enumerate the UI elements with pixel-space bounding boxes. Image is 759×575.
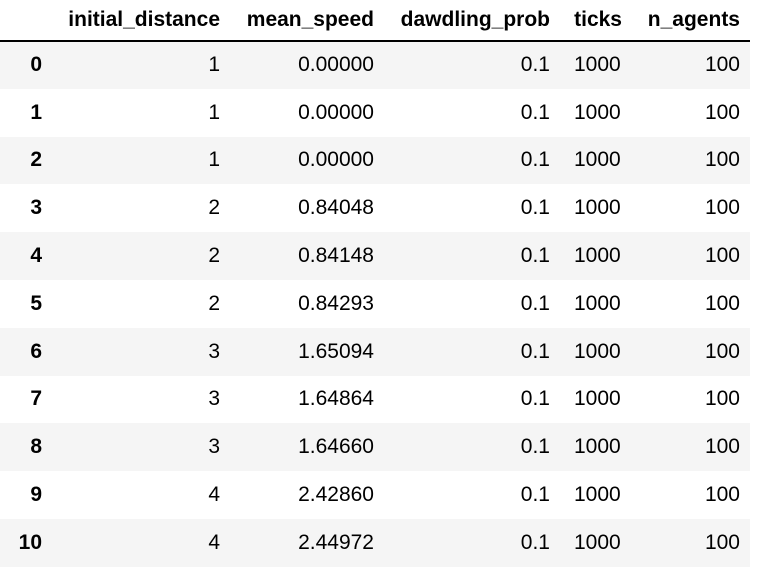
row-index: 1 bbox=[30, 100, 42, 124]
cell-initial-distance: 3 bbox=[208, 339, 220, 363]
header-initial-distance: initial_distance bbox=[56, 0, 230, 42]
cell-dawdling-prob: 0.1 bbox=[520, 148, 550, 172]
table-row: 5 2 0.84293 0.1 1000 100 bbox=[0, 280, 750, 328]
cell-dawdling-prob: 0.1 bbox=[520, 291, 550, 315]
cell-n-agents: 100 bbox=[704, 291, 740, 315]
cell-mean-speed: 0.00000 bbox=[298, 148, 374, 172]
row-index: 8 bbox=[30, 435, 42, 459]
header-n-agents: n_agents bbox=[632, 0, 750, 42]
cell-n-agents: 100 bbox=[704, 100, 740, 124]
cell-mean-speed: 2.42860 bbox=[298, 483, 374, 507]
table-row: 3 2 0.84048 0.1 1000 100 bbox=[0, 184, 750, 232]
cell-dawdling-prob: 0.1 bbox=[520, 196, 550, 220]
cell-mean-speed: 2.44972 bbox=[298, 530, 374, 554]
cell-dawdling-prob: 0.1 bbox=[520, 244, 550, 268]
row-index: 9 bbox=[30, 483, 42, 507]
cell-dawdling-prob: 0.1 bbox=[520, 435, 550, 459]
table-row: 6 3 1.65094 0.1 1000 100 bbox=[0, 327, 750, 376]
cell-dawdling-prob: 0.1 bbox=[520, 483, 550, 507]
cell-ticks: 1000 bbox=[574, 53, 621, 77]
table-row: 8 3 1.64660 0.1 1000 100 bbox=[0, 423, 750, 472]
cell-n-agents: 100 bbox=[704, 196, 740, 220]
dataframe-table: initial_distance mean_speed dawdling_pro… bbox=[0, 0, 750, 567]
cell-mean-speed: 0.84148 bbox=[298, 244, 374, 268]
row-index: 2 bbox=[30, 148, 42, 172]
cell-mean-speed: 0.00000 bbox=[298, 53, 374, 77]
cell-initial-distance: 1 bbox=[208, 148, 220, 172]
header-dawdling-prob: dawdling_prob bbox=[384, 0, 560, 42]
header-mean-speed: mean_speed bbox=[230, 0, 384, 42]
table-row: 0 1 0.00000 0.1 1000 100 bbox=[0, 41, 750, 89]
cell-dawdling-prob: 0.1 bbox=[520, 339, 550, 363]
cell-ticks: 1000 bbox=[574, 339, 621, 363]
cell-dawdling-prob: 0.1 bbox=[520, 100, 550, 124]
table-row: 1 1 0.00000 0.1 1000 100 bbox=[0, 89, 750, 137]
cell-n-agents: 100 bbox=[704, 339, 740, 363]
table-row: 4 2 0.84148 0.1 1000 100 bbox=[0, 232, 750, 280]
table-body: 0 1 0.00000 0.1 1000 100 1 1 0.00000 0.1 1000 100 2 1… bbox=[0, 41, 750, 567]
header-ticks: ticks bbox=[560, 0, 632, 42]
cell-initial-distance: 1 bbox=[208, 100, 220, 124]
cell-ticks: 1000 bbox=[574, 100, 621, 124]
cell-mean-speed: 1.64660 bbox=[298, 435, 374, 459]
cell-initial-distance: 4 bbox=[208, 530, 220, 554]
row-index: 7 bbox=[30, 387, 42, 411]
cell-initial-distance: 3 bbox=[208, 387, 220, 411]
cell-ticks: 1000 bbox=[574, 244, 621, 268]
table-row: 2 1 0.00000 0.1 1000 100 bbox=[0, 136, 750, 185]
cell-initial-distance: 3 bbox=[208, 435, 220, 459]
row-index: 4 bbox=[30, 244, 42, 268]
row-index: 3 bbox=[30, 196, 42, 220]
cell-initial-distance: 2 bbox=[208, 291, 220, 315]
cell-ticks: 1000 bbox=[574, 148, 621, 172]
cell-n-agents: 100 bbox=[704, 387, 740, 411]
cell-n-agents: 100 bbox=[704, 148, 740, 172]
table-header: initial_distance mean_speed dawdling_pro… bbox=[0, 0, 750, 42]
cell-initial-distance: 1 bbox=[208, 53, 220, 77]
header-row: initial_distance mean_speed dawdling_pro… bbox=[0, 0, 750, 42]
table-row: 7 3 1.64864 0.1 1000 100 bbox=[0, 376, 750, 424]
cell-mean-speed: 0.84048 bbox=[298, 196, 374, 220]
row-index: 10 bbox=[18, 530, 42, 554]
cell-n-agents: 100 bbox=[704, 435, 740, 459]
cell-dawdling-prob: 0.1 bbox=[520, 530, 550, 554]
cell-initial-distance: 2 bbox=[208, 196, 220, 220]
cell-ticks: 1000 bbox=[574, 483, 621, 507]
row-index: 5 bbox=[30, 291, 42, 315]
cell-ticks: 1000 bbox=[574, 196, 621, 220]
cell-ticks: 1000 bbox=[574, 530, 621, 554]
cell-dawdling-prob: 0.1 bbox=[520, 387, 550, 411]
table-row: 10 4 2.44972 0.1 1000 100 bbox=[0, 518, 750, 567]
header-index bbox=[0, 0, 56, 42]
cell-n-agents: 100 bbox=[704, 53, 740, 77]
cell-initial-distance: 2 bbox=[208, 244, 220, 268]
cell-ticks: 1000 bbox=[574, 435, 621, 459]
cell-ticks: 1000 bbox=[574, 387, 621, 411]
row-index: 0 bbox=[30, 53, 42, 77]
cell-mean-speed: 1.64864 bbox=[298, 387, 374, 411]
cell-ticks: 1000 bbox=[574, 291, 621, 315]
cell-initial-distance: 4 bbox=[208, 483, 220, 507]
cell-n-agents: 100 bbox=[704, 530, 740, 554]
cell-mean-speed: 0.84293 bbox=[298, 291, 374, 315]
table-row: 9 4 2.42860 0.1 1000 100 bbox=[0, 471, 750, 519]
cell-mean-speed: 1.65094 bbox=[298, 339, 374, 363]
cell-n-agents: 100 bbox=[704, 244, 740, 268]
row-index: 6 bbox=[30, 339, 42, 363]
cell-mean-speed: 0.00000 bbox=[298, 100, 374, 124]
cell-n-agents: 100 bbox=[704, 483, 740, 507]
cell-dawdling-prob: 0.1 bbox=[520, 53, 550, 77]
